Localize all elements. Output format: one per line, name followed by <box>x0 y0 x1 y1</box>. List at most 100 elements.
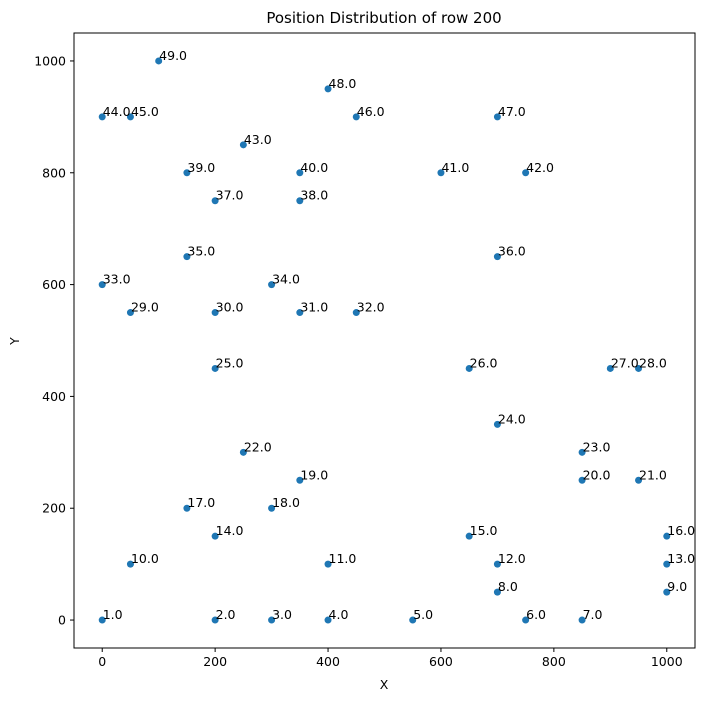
data-point <box>126 560 134 568</box>
point-label: 47.0 <box>498 104 526 119</box>
data-point <box>635 364 643 372</box>
data-point <box>493 253 501 261</box>
point-label: 4.0 <box>329 607 349 622</box>
data-point <box>211 532 219 540</box>
data-point <box>578 476 586 484</box>
point-label: 34.0 <box>272 272 300 287</box>
point-label: 24.0 <box>498 411 526 426</box>
data-point <box>211 364 219 372</box>
point-label: 6.0 <box>526 607 546 622</box>
point-label: 18.0 <box>272 495 300 510</box>
data-point <box>126 113 134 121</box>
point-label: 46.0 <box>357 104 385 119</box>
point-label: 30.0 <box>216 300 244 315</box>
point-label: 31.0 <box>300 300 328 315</box>
point-label: 41.0 <box>441 160 469 175</box>
data-point <box>98 616 106 624</box>
data-point <box>296 476 304 484</box>
data-point <box>437 169 445 177</box>
data-point <box>183 504 191 512</box>
point-label: 44.0 <box>103 104 131 119</box>
axis-ticks: 0 200 400 600 800 1000 0 200 400 600 800 1000 <box>34 53 683 669</box>
point-label: 40.0 <box>300 160 328 175</box>
point-label: 38.0 <box>300 188 328 203</box>
point-label: 10.0 <box>131 551 159 566</box>
data-point <box>465 364 473 372</box>
data-point <box>409 616 417 624</box>
plot-frame <box>73 32 696 649</box>
point-label: 48.0 <box>329 76 357 91</box>
data-point <box>239 448 247 456</box>
point-label: 32.0 <box>357 300 385 315</box>
point-label: 43.0 <box>244 132 272 147</box>
data-point <box>183 169 191 177</box>
data-point <box>324 616 332 624</box>
x-tick-label: 800 <box>542 654 566 669</box>
data-point <box>296 309 304 317</box>
y-tick-label: 1000 <box>34 53 66 68</box>
point-label: 26.0 <box>470 355 498 370</box>
y-tick-label: 800 <box>42 165 66 180</box>
point-label: 11.0 <box>329 551 357 566</box>
data-point <box>268 281 276 289</box>
data-point <box>606 364 614 372</box>
point-label: 17.0 <box>187 495 215 510</box>
point-labels: 1.0 2.0 3.0 4.0 5.0 6.0 7.08.0 9.010.0 11.0 12.0 1… <box>103 48 695 622</box>
point-label: 22.0 <box>244 439 272 454</box>
data-point <box>268 616 276 624</box>
data-point <box>211 197 219 205</box>
point-label: 45.0 <box>131 104 159 119</box>
data-point <box>663 532 671 540</box>
y-tick-label: 200 <box>42 501 66 516</box>
data-point <box>324 560 332 568</box>
data-point <box>578 448 586 456</box>
data-point <box>493 113 501 121</box>
point-label: 27.0 <box>611 355 639 370</box>
point-label: 23.0 <box>583 439 611 454</box>
y-axis-label: Y <box>7 337 22 346</box>
data-point <box>522 169 530 177</box>
point-label: 29.0 <box>131 300 159 315</box>
data-point <box>155 57 163 65</box>
point-label: 15.0 <box>470 523 498 538</box>
data-point <box>663 588 671 596</box>
point-label: 33.0 <box>103 272 131 287</box>
x-tick-label: 0 <box>98 654 106 669</box>
point-label: 14.0 <box>216 523 244 538</box>
point-label: 12.0 <box>498 551 526 566</box>
point-label: 35.0 <box>187 244 215 259</box>
data-point <box>522 616 530 624</box>
data-point <box>211 309 219 317</box>
point-label: 19.0 <box>300 467 328 482</box>
x-tick-label: 1000 <box>651 654 683 669</box>
x-tick-label: 600 <box>429 654 453 669</box>
data-point <box>493 420 501 428</box>
point-label: 49.0 <box>159 48 187 63</box>
point-label: 7.0 <box>583 607 603 622</box>
data-point <box>493 588 501 596</box>
data-point <box>578 616 586 624</box>
data-point <box>493 560 501 568</box>
data-point <box>296 169 304 177</box>
point-label: 3.0 <box>272 607 292 622</box>
x-tick-label: 400 <box>316 654 340 669</box>
point-label: 42.0 <box>526 160 554 175</box>
data-point <box>352 113 360 121</box>
point-label: 5.0 <box>413 607 433 622</box>
point-label: 8.0 <box>498 579 518 594</box>
point-label: 13.0 <box>667 551 695 566</box>
x-tick-label: 200 <box>203 654 227 669</box>
data-point <box>268 504 276 512</box>
point-label: 25.0 <box>216 355 244 370</box>
data-point <box>211 616 219 624</box>
point-label: 37.0 <box>216 188 244 203</box>
point-label: 39.0 <box>187 160 215 175</box>
chart-title: Position Distribution of row 200 <box>266 9 501 27</box>
data-point <box>324 85 332 93</box>
point-label: 28.0 <box>639 355 667 370</box>
x-axis-label: X <box>380 677 389 692</box>
y-tick-label: 400 <box>42 389 66 404</box>
point-label: 1.0 <box>103 607 123 622</box>
y-tick-label: 0 <box>58 613 66 628</box>
